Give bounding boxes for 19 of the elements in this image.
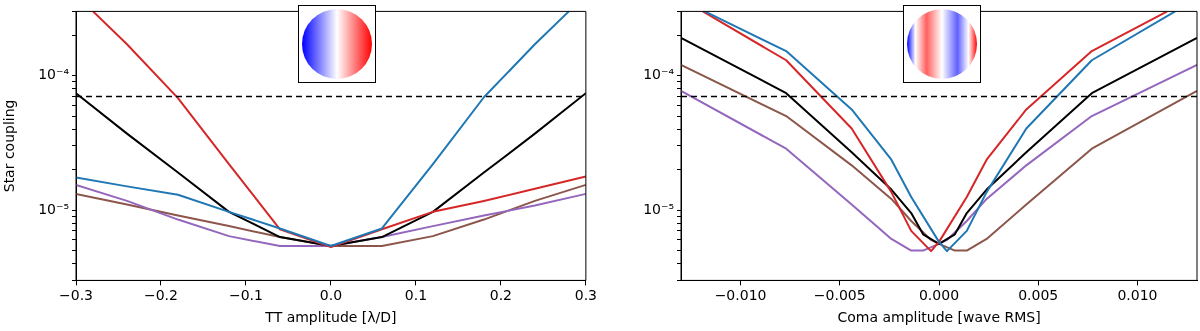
x-axis-title: Coma amplitude [wave RMS] [837,309,1041,326]
x-tick-label: 0.1 [404,287,428,304]
x-tick-label: −0.1 [228,287,263,304]
x-tick-label: 0.010 [1117,287,1158,304]
x-tick-label: −0.005 [813,287,866,304]
x-tick-label: −0.010 [714,287,767,304]
x-axis-title: TT amplitude [λ/D] [264,309,397,326]
y-tick-label: 10⁻⁴ [643,66,675,83]
x-tick-label: 0.0 [319,287,343,304]
y-tick-label: 10⁻⁵ [643,200,674,217]
y-tick-label: 10⁻⁴ [38,66,70,83]
x-tick-label: 0.3 [574,287,597,304]
x-tick-label: −0.3 [59,287,93,304]
y-axis-title: Star coupling [1,99,18,193]
y-tick-label: 10⁻⁵ [38,200,69,217]
x-tick-label: 0.2 [489,287,513,304]
x-tick-label: 0.005 [1018,287,1059,304]
x-tick-label: 0.000 [918,287,960,304]
x-tick-label: −0.2 [143,287,178,304]
